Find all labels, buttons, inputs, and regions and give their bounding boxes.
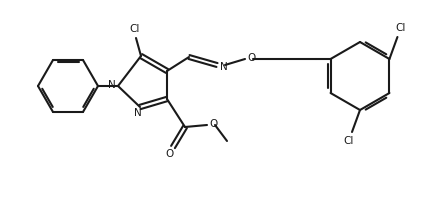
Text: Cl: Cl (344, 136, 354, 146)
Text: N: N (108, 80, 116, 90)
Text: Cl: Cl (395, 23, 406, 33)
Text: Cl: Cl (130, 24, 140, 34)
Text: O: O (166, 149, 174, 159)
Text: N: N (134, 108, 142, 118)
Text: N: N (220, 62, 228, 72)
Text: O: O (210, 119, 218, 129)
Text: O: O (248, 53, 256, 63)
